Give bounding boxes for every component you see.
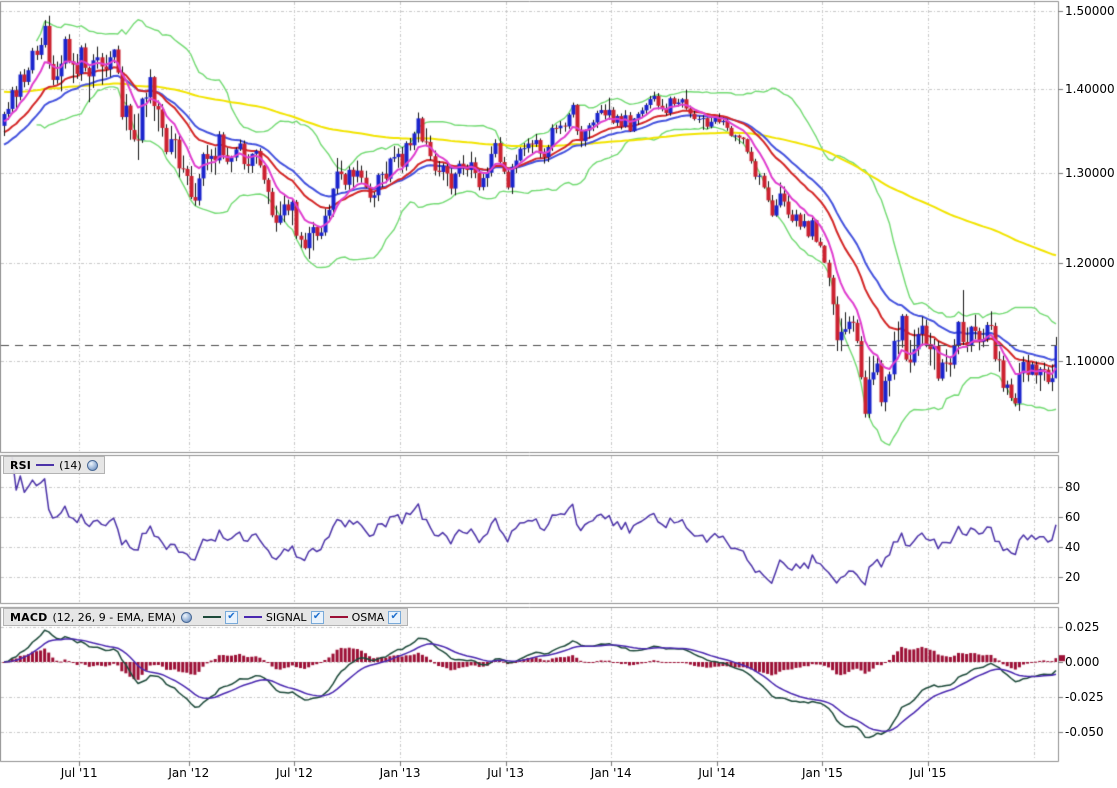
rsi-axis-label: 60: [1065, 510, 1081, 524]
rsi-indicator-chip[interactable]: RSI (14): [3, 456, 105, 474]
macd-legend-item-macd: ✔: [202, 610, 238, 624]
rsi-axis-label: 80: [1065, 480, 1081, 494]
x-axis-label: Jul '14: [698, 766, 736, 780]
macd-legend-item-osma: OSMA ✔: [329, 610, 402, 624]
x-axis-label: Jan '12: [168, 766, 210, 780]
macd-line-swatch: [202, 616, 221, 618]
x-axis-label: Jul '11: [60, 766, 98, 780]
globe-icon[interactable]: [86, 459, 98, 471]
x-axis-label: Jul '13: [487, 766, 525, 780]
x-axis-label: Jan '13: [379, 766, 421, 780]
series-visibility-checkbox[interactable]: ✔: [388, 610, 402, 624]
macd-axis-label: 0.025: [1065, 620, 1100, 635]
macd-legend-label: OSMA: [351, 610, 385, 624]
x-axis-label: Jul '12: [275, 766, 313, 780]
macd-indicator-chip[interactable]: MACD (12, 26, 9 - EMA, EMA) ✔ SIGNAL ✔ OSMA…: [3, 608, 409, 626]
series-visibility-checkbox[interactable]: ✔: [224, 610, 238, 624]
macd-legend-label: SIGNAL: [265, 610, 307, 624]
x-axis-label: Jan '15: [801, 766, 843, 780]
series-visibility-checkbox[interactable]: ✔: [310, 610, 324, 624]
osma-line-swatch: [329, 616, 348, 618]
macd-axis-label: -0.025: [1065, 689, 1104, 704]
macd-params: (12, 26, 9 - EMA, EMA): [52, 610, 176, 624]
rsi-params: (14): [59, 458, 82, 472]
macd-axis-label: -0.050: [1065, 724, 1104, 739]
globe-icon[interactable]: [180, 611, 192, 623]
signal-line-swatch: [243, 616, 262, 618]
price-axis-label: 1.10000: [1065, 353, 1115, 368]
price-axis-label: 1.20000: [1065, 255, 1115, 270]
x-axis-label: Jul '15: [909, 766, 947, 780]
price-axis-label: 1.30000: [1065, 165, 1115, 180]
macd-legend-item-signal: SIGNAL ✔: [243, 610, 324, 624]
macd-axis-label: 0.000: [1065, 655, 1100, 669]
price-axis-label: 1.50000: [1065, 4, 1115, 19]
rsi-title: RSI: [10, 458, 32, 472]
macd-legend: ✔ SIGNAL ✔ OSMA ✔: [197, 610, 402, 624]
rsi-axis-label: 20: [1065, 570, 1081, 584]
rsi-line-swatch: [36, 464, 55, 466]
rsi-axis-label: 40: [1065, 540, 1081, 554]
macd-title: MACD: [10, 610, 48, 624]
x-axis-label: Jan '14: [590, 766, 632, 780]
price-axis-label: 1.40000: [1065, 81, 1115, 96]
